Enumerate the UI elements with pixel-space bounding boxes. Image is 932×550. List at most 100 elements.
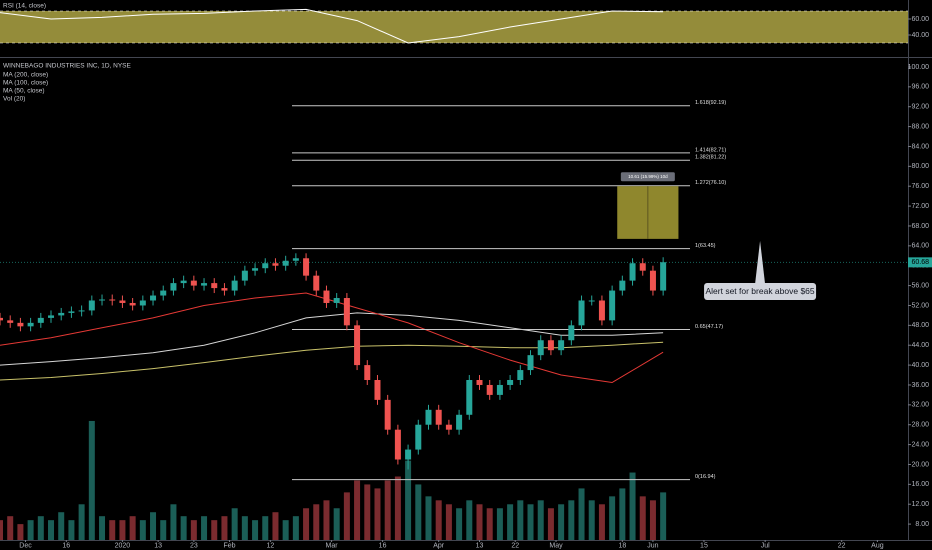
last-price-tag	[908, 257, 932, 268]
volume-bar	[507, 504, 514, 540]
candle-body	[333, 298, 340, 303]
volume-bar	[333, 508, 340, 540]
candle-body	[99, 299, 106, 301]
x-tick-label: Dec	[19, 542, 32, 549]
candle-body	[180, 280, 187, 284]
volume-bar	[68, 520, 75, 540]
volume-bar	[445, 504, 452, 540]
fib-label: 1(63.45)	[695, 243, 716, 249]
volume-bar	[578, 488, 585, 540]
volume-bar	[27, 520, 34, 540]
candle-body	[170, 283, 177, 291]
y-tick-label: 68.00	[911, 223, 929, 230]
candle-body	[221, 288, 228, 291]
volume-bar	[558, 504, 565, 540]
y-tick-label: 96.00	[911, 84, 929, 91]
x-tick-label: 16	[379, 542, 387, 549]
range-box-label-bg	[620, 172, 675, 182]
volume-bar	[150, 512, 157, 540]
x-tick-label: 15	[700, 542, 708, 549]
candle-body	[456, 414, 463, 430]
volume-bar	[272, 512, 279, 540]
fib-label: 1.414(82.71)	[695, 147, 726, 153]
candle-body	[88, 300, 95, 311]
fib-label: 0.65(47.17)	[695, 324, 723, 330]
volume-bar	[201, 516, 208, 540]
y-tick-label: 8.00	[915, 521, 929, 528]
y-tick-label: 44.00	[911, 342, 929, 349]
volume-bar	[160, 520, 167, 540]
volume-bar	[456, 508, 463, 540]
y-tick-label: 12.00	[911, 501, 929, 508]
candle-body	[558, 340, 565, 351]
volume-bar	[78, 504, 85, 540]
legend-entry: Vol (20)	[3, 96, 25, 103]
volume-bar	[241, 516, 248, 540]
candle-body	[384, 399, 391, 430]
candle-body	[343, 298, 350, 326]
volume-bar	[384, 480, 391, 540]
candle-body	[394, 429, 401, 460]
x-tick-label: 13	[476, 542, 484, 549]
candle-body	[537, 340, 544, 356]
x-tick-label: 12	[266, 542, 274, 549]
y-tick-label: 92.00	[911, 104, 929, 111]
candle-body	[58, 312, 65, 316]
candle-body	[629, 263, 636, 281]
volume-bar	[313, 504, 320, 540]
candle-body	[660, 262, 667, 291]
volume-bar	[48, 520, 55, 540]
volume-bar	[568, 500, 575, 540]
volume-bar	[425, 496, 432, 540]
volume-bar	[343, 492, 350, 540]
moving-average	[0, 292, 664, 384]
candle-body	[405, 449, 412, 460]
y-tick-label: 100.00	[908, 64, 930, 71]
y-tick-label: 16.00	[911, 481, 929, 488]
volume-bar	[435, 500, 442, 540]
candle-body	[252, 268, 259, 271]
candle-body	[507, 380, 514, 385]
volume-bar	[37, 516, 44, 540]
y-tick-label: 72.00	[911, 203, 929, 210]
annotation-pointer	[755, 240, 766, 284]
candle-body	[313, 275, 320, 291]
candle-body	[272, 263, 279, 266]
candle-body	[425, 409, 432, 425]
volume-bar	[476, 504, 483, 540]
volume-bar	[660, 492, 667, 540]
volume-bar	[180, 516, 187, 540]
candle-body	[466, 380, 473, 415]
volume-bar	[496, 508, 503, 540]
volume-bar	[231, 508, 238, 540]
volume-bar	[639, 496, 646, 540]
candle-body	[241, 270, 248, 281]
y-tick-label: 64.00	[911, 243, 929, 250]
volume-bar	[405, 460, 412, 540]
candle-body	[588, 300, 595, 302]
volume-bar	[649, 500, 656, 540]
y-tick-label: 80.00	[911, 163, 929, 170]
volume-bar	[7, 516, 14, 540]
candle-body	[292, 258, 299, 261]
y-tick-label: 36.00	[911, 382, 929, 389]
y-tick-label: 20.00	[911, 461, 929, 468]
legend-entry: MA (200, close)	[3, 72, 48, 79]
x-tick-label: May	[549, 542, 563, 549]
y-tick-label: 40.00	[911, 362, 929, 369]
range-box-label: 10.61 (15.99%) 10d	[628, 174, 668, 179]
fib-label: 0(16.94)	[695, 474, 716, 480]
volume-bar	[547, 508, 554, 540]
volume-bar	[364, 484, 371, 540]
candle-body	[374, 380, 381, 400]
volume-bar	[415, 484, 422, 540]
volume-bar	[17, 524, 24, 540]
candle-body	[160, 290, 167, 296]
y-tick-label: 88.00	[911, 123, 929, 130]
candle-body	[37, 317, 44, 323]
x-tick-label: Mar	[326, 542, 339, 549]
volume-bar	[252, 520, 259, 540]
volume-bar	[88, 420, 95, 540]
x-tick-label: Feb	[224, 542, 236, 549]
candle-body	[649, 270, 656, 291]
